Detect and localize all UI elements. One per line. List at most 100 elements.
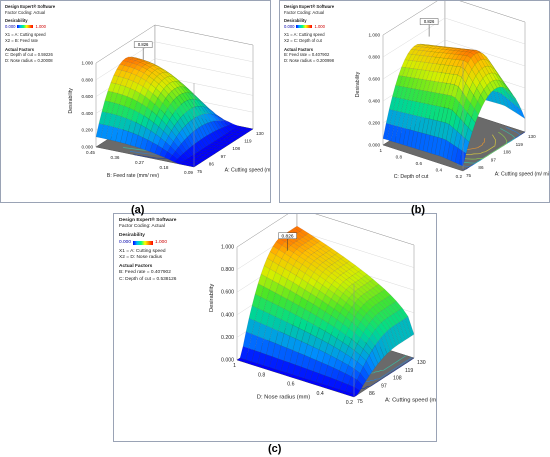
x2-definition: X2 = D: Nose radius (119, 255, 163, 261)
surface-patch (292, 364, 302, 377)
surface-patch (343, 289, 353, 299)
surface-patch (95, 123, 104, 139)
x-axis: 75 86 97 108 119 130 A: Cutting speed (m/ min) (197, 131, 270, 174)
actual-factor: D: Nose radius = 0.200998 (284, 57, 334, 63)
surface-patch (458, 150, 467, 167)
surface-patch (336, 313, 347, 325)
z-tick-label: 0.200 (221, 335, 234, 341)
surface-patch (144, 139, 153, 152)
surface-patch (417, 44, 426, 48)
optimum-label: 0.826 (138, 42, 149, 47)
surface-patch (192, 129, 202, 142)
surface-patch (438, 72, 446, 83)
x-tick-label: 97 (491, 157, 497, 162)
surface-patch (380, 333, 391, 355)
surface-patch (230, 137, 239, 141)
surface-patch (387, 304, 397, 315)
y-axis-title: B: Feed rate (mm/ rev) (107, 173, 159, 179)
surface-patch (308, 238, 318, 246)
surface-patch (337, 297, 347, 308)
surface-patch (206, 152, 216, 156)
surface-patch (450, 74, 458, 85)
x-tick-label: 86 (209, 161, 215, 166)
surface-patch (203, 154, 213, 158)
surface-patch (354, 299, 364, 309)
surface-patch (182, 86, 192, 94)
surface-patch (396, 309, 406, 321)
surface-patch (426, 47, 435, 52)
surface-patch (307, 264, 318, 273)
surface-patch (399, 307, 409, 319)
optimum-flag: 0.826 (133, 41, 153, 60)
surface-patch (295, 376, 305, 381)
surface-patch (369, 287, 380, 296)
surface-patch (310, 346, 320, 361)
x-axis-title: A: Cutting speed (m/ min) (495, 171, 550, 177)
surface-patch (296, 246, 306, 254)
surface-patch (226, 131, 235, 135)
actual-factor: B: Feed rate = 0.407902 (284, 52, 330, 58)
x-tick-label: 75 (197, 169, 203, 174)
surface-patch (225, 136, 234, 140)
surface-patch (161, 78, 170, 86)
surface-patch (429, 45, 437, 47)
surface-patch (433, 46, 442, 49)
info-block-b: Design Expert® Software Factor Coding: A… (284, 4, 334, 63)
surface-patch (148, 72, 158, 81)
surface-patch (419, 79, 427, 91)
z-tick-label: 0.000 (221, 358, 234, 364)
surface-patch (137, 124, 147, 138)
response-name: Desirability (284, 18, 307, 24)
surface-patch (304, 300, 314, 313)
surface-patch (331, 308, 341, 320)
info-block-c: Design Expert® Software Factor Coding: A… (119, 218, 176, 283)
actual-factors-title: Actual Factors (284, 46, 314, 52)
surface-patch (236, 128, 246, 132)
z-tick-label: 1.000 (82, 61, 94, 66)
surface-patch (149, 142, 158, 154)
x-tick-label: 75 (466, 173, 472, 178)
surface-patch (290, 243, 300, 250)
surface-patch (305, 256, 315, 265)
surface-patch (212, 148, 221, 152)
surface-patch (347, 393, 358, 398)
surface-patch (493, 91, 502, 105)
surface-patch (434, 71, 442, 83)
caption-a: (a) (131, 204, 145, 216)
z-tick-label: 0.200 (369, 121, 381, 126)
surface-patch (372, 315, 382, 327)
x-tick-label: 86 (478, 165, 484, 170)
x-tick-label: 108 (393, 376, 402, 382)
surface-patch (172, 110, 181, 122)
surface-patch (333, 358, 343, 371)
z-tick-label: 0.600 (221, 290, 234, 296)
z-tick-label: 0.800 (369, 55, 381, 60)
surface-patch (339, 323, 349, 336)
desirability-surface (236, 225, 415, 398)
surface-patch (398, 127, 407, 145)
surface-patch (422, 133, 431, 153)
surface-patch (162, 72, 171, 78)
surface-patch (384, 306, 394, 317)
z-tick-label: 0.000 (369, 143, 381, 148)
x-axis-title: A: Cutting speed (m/ min) (385, 397, 437, 403)
surface-patch (366, 281, 377, 289)
software-title: Design Expert® Software (284, 4, 335, 9)
factor-coding: Factor Coding: Actual (284, 9, 325, 15)
surface-patch (393, 300, 403, 311)
surface-patch (417, 43, 425, 45)
surface-patch (434, 137, 443, 156)
surface-patch (430, 136, 439, 155)
y-axis-title: D: Nose radius (mm) (257, 395, 311, 401)
surface-patch (245, 348, 255, 362)
surface-patch (401, 318, 412, 339)
surface-patch (511, 93, 519, 105)
surface-patch (514, 100, 523, 111)
actual-factor: C: Depth of cut = 0.538126 (119, 276, 177, 282)
surface-patch (447, 83, 455, 96)
surface-patch (360, 332, 370, 344)
optimum-flag: 0.826 (278, 232, 297, 251)
surface-patch (426, 70, 434, 81)
surface-patch (372, 295, 382, 303)
surface-patch (325, 323, 335, 335)
